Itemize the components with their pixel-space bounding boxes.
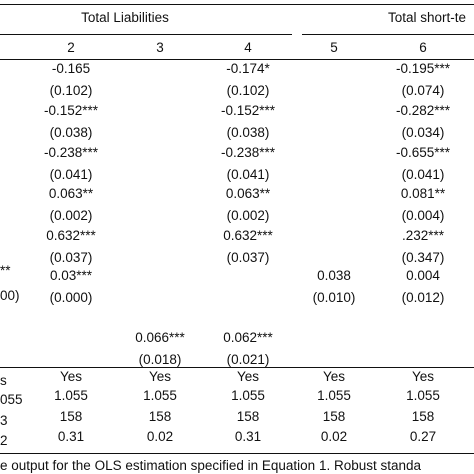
footer-cell: 0.31	[234, 429, 262, 444]
group-label-total-liabilities: Total Liabilities	[81, 10, 169, 25]
column-header: 6	[419, 40, 427, 55]
footer-cell: 158	[148, 409, 172, 424]
footer-cell: 0.27	[409, 429, 437, 444]
footer-cell: 158	[411, 409, 435, 424]
table-cell: -0.195***	[395, 61, 451, 76]
footer-fragment: 055	[0, 392, 23, 407]
footer-cell: 1.055	[54, 388, 88, 403]
footer-fragment: s	[0, 373, 7, 388]
table-cell: 0.062***	[223, 330, 273, 345]
footer-cell: 0.02	[320, 429, 348, 444]
footer-cell: Yes	[236, 369, 260, 384]
table-cell: (0.038)	[49, 125, 93, 140]
footer-cell: 0.31	[57, 429, 85, 444]
table-cell: (0.038)	[226, 125, 270, 140]
footer-cell: Yes	[322, 369, 346, 384]
group-underline-total-short-term	[302, 34, 474, 35]
column-header: 2	[67, 40, 75, 55]
table-cell: (0.037)	[226, 250, 270, 265]
table-cell: -0.282***	[395, 103, 451, 118]
bottom-rule	[0, 453, 474, 454]
footer-fragment: 3	[0, 413, 8, 428]
table-cell: -0.152***	[220, 103, 276, 118]
footer-cell: 158	[236, 409, 260, 424]
footer-cell: Yes	[59, 369, 83, 384]
footer-cell: Yes	[411, 369, 435, 384]
table-cell: (0.102)	[226, 83, 270, 98]
table-cell: (0.347)	[401, 250, 445, 265]
table-cell: (0.041)	[226, 167, 270, 182]
cell-fragment: 00)	[0, 288, 20, 303]
footer-cell: 1.055	[317, 388, 351, 403]
footer-cell: 1.055	[406, 388, 440, 403]
column-header: 4	[244, 40, 252, 55]
header-rule	[0, 59, 474, 60]
table-cell: (0.004)	[401, 208, 445, 223]
footer-cell: 158	[59, 409, 83, 424]
footer-cell: 1.055	[231, 388, 265, 403]
table-cell: (0.037)	[49, 250, 93, 265]
table-cell: 0.03***	[49, 268, 93, 283]
footer-cell: 1.055	[143, 388, 177, 403]
table-cell: (0.010)	[312, 290, 356, 305]
table-cell: 0.063**	[225, 186, 271, 201]
group-label-total-short-term: Total short-te	[388, 10, 467, 25]
table-cell: (0.021)	[226, 352, 270, 367]
table-cell: -0.165	[51, 61, 91, 76]
top-rule	[0, 4, 474, 5]
footer-cell: 158	[322, 409, 346, 424]
table-note: e output for the OLS estimation specifie…	[0, 458, 422, 473]
column-header: 5	[330, 40, 338, 55]
table-cell: (0.000)	[49, 290, 93, 305]
table-cell: 0.081**	[400, 186, 446, 201]
table-cell: 0.066***	[135, 330, 185, 345]
footer-cell: Yes	[148, 369, 172, 384]
footer-cell: 0.02	[146, 429, 174, 444]
table-cell: 0.004	[406, 268, 440, 283]
cell-fragment: **	[0, 263, 11, 278]
table-cell: 0.038	[317, 268, 351, 283]
column-header: 3	[156, 40, 164, 55]
table-cell: (0.018)	[138, 352, 182, 367]
table-cell: -0.238***	[220, 145, 276, 160]
table-cell: -0.238***	[43, 145, 99, 160]
table-cell: .232***	[401, 228, 445, 243]
table-cell: (0.102)	[49, 83, 93, 98]
table-cell: (0.012)	[401, 290, 445, 305]
table-cell: -0.655***	[395, 145, 451, 160]
table-cell: 0.632***	[46, 228, 96, 243]
table-cell: (0.041)	[401, 167, 445, 182]
group-underline-total-liabilities	[0, 34, 292, 35]
table-cell: (0.034)	[401, 125, 445, 140]
table-cell: 0.063**	[48, 186, 94, 201]
table-cell: (0.074)	[401, 83, 445, 98]
body-rule	[0, 367, 474, 368]
table-cell: (0.002)	[226, 208, 270, 223]
footer-fragment: 2	[0, 433, 8, 448]
table-cell: -0.152***	[43, 103, 99, 118]
table-cell: (0.002)	[49, 208, 93, 223]
table-cell: (0.041)	[49, 167, 93, 182]
table-cell: -0.174*	[226, 61, 270, 76]
table-cell: 0.632***	[223, 228, 273, 243]
